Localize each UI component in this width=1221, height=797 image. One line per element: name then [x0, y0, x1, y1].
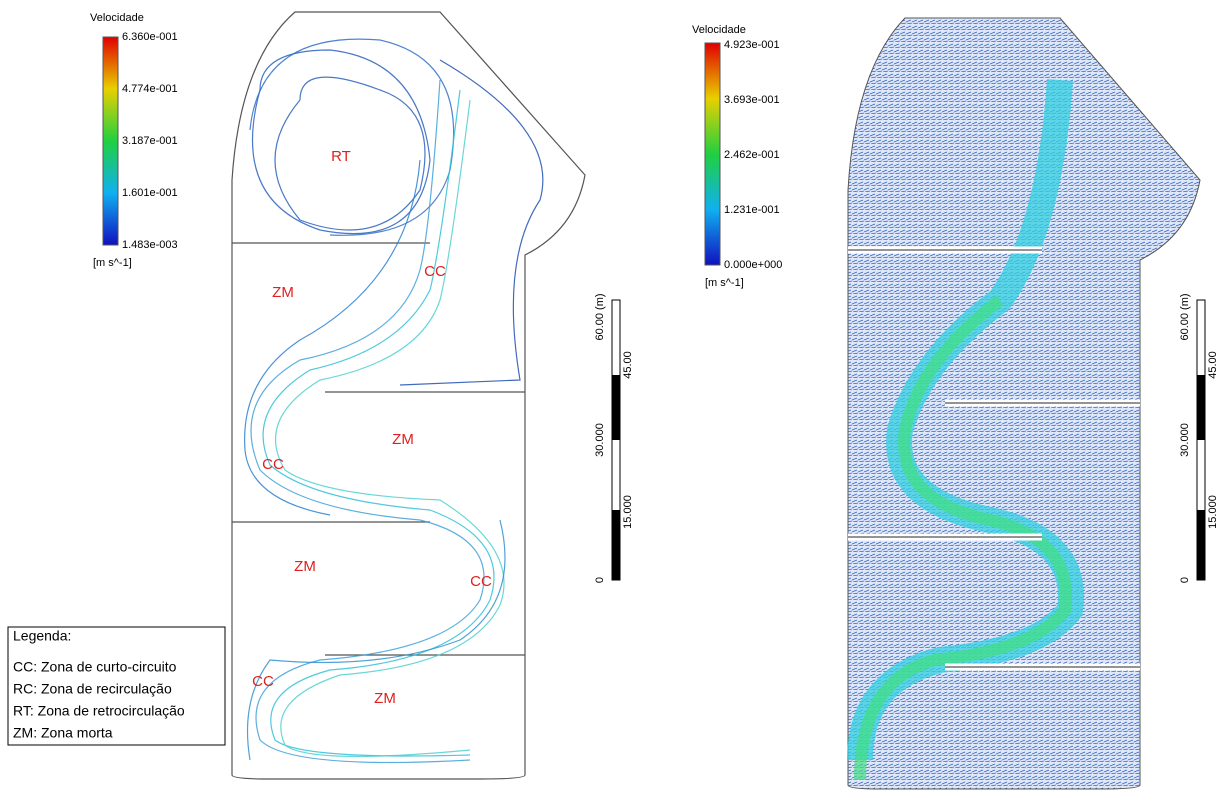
- scale-label: 30.000: [594, 423, 606, 457]
- colorbar-label: 1.483e-003: [122, 239, 178, 251]
- zone-label: ZM: [392, 431, 414, 448]
- scale-label: 0: [1179, 577, 1191, 583]
- colorbar-label: 4.774e-001: [122, 83, 178, 95]
- zone-label: ZM: [272, 284, 294, 301]
- colorbar-label: 3.693e-001: [724, 94, 780, 106]
- left-tank: [232, 12, 585, 779]
- colorbar-label: 1.231e-001: [724, 204, 780, 216]
- colorbar-label: 3.187e-001: [122, 135, 178, 147]
- legend-item: CC: Zona de curto-circuito: [13, 659, 177, 675]
- colorbar-unit: [m s^-1]: [93, 257, 132, 269]
- scale-label: 60.00 (m): [1179, 293, 1191, 340]
- scale-label: 0: [594, 577, 606, 583]
- zone-label: ZM: [294, 558, 316, 575]
- colorbar-unit: [m s^-1]: [705, 277, 744, 289]
- colorbar-label: 6.360e-001: [122, 31, 178, 43]
- legend-item: RT: Zona de retrocirculação: [13, 703, 185, 719]
- zone-label: CC: [424, 263, 446, 280]
- colorbar-label: 4.923e-001: [724, 39, 780, 51]
- right-tank: [848, 18, 1200, 789]
- colorbar: [705, 43, 720, 265]
- zone-label: CC: [252, 673, 274, 690]
- colorbar-title: Velocidade: [692, 24, 746, 36]
- colorbar-title: Velocidade: [90, 12, 144, 24]
- colorbar: [103, 37, 118, 245]
- zone-label: RT: [331, 148, 351, 165]
- colorbar-label: 0.000e+000: [724, 259, 782, 271]
- zone-label: CC: [470, 573, 492, 590]
- figure: Velocidade 6.360e-001 4.774e-001 3.187e-001…: [0, 0, 1221, 792]
- legend-title: Legenda:: [13, 628, 71, 644]
- scale-label: 45.00: [1207, 351, 1219, 379]
- scale-label: 30.000: [1179, 423, 1191, 457]
- scale-label: 45.00: [622, 351, 634, 379]
- legend-item: ZM: Zona morta: [13, 725, 113, 741]
- scale-label: 60.00 (m): [594, 293, 606, 340]
- colorbar-label: 2.462e-001: [724, 149, 780, 161]
- colorbar-label: 1.601e-001: [122, 187, 178, 199]
- scale-label: 15.000: [1207, 495, 1219, 529]
- streamlines: [245, 39, 543, 762]
- scale-label: 15.000: [622, 495, 634, 529]
- zone-label: ZM: [374, 690, 396, 707]
- legend-item: RC: Zona de recirculação: [13, 681, 172, 697]
- zone-label: CC: [262, 456, 284, 473]
